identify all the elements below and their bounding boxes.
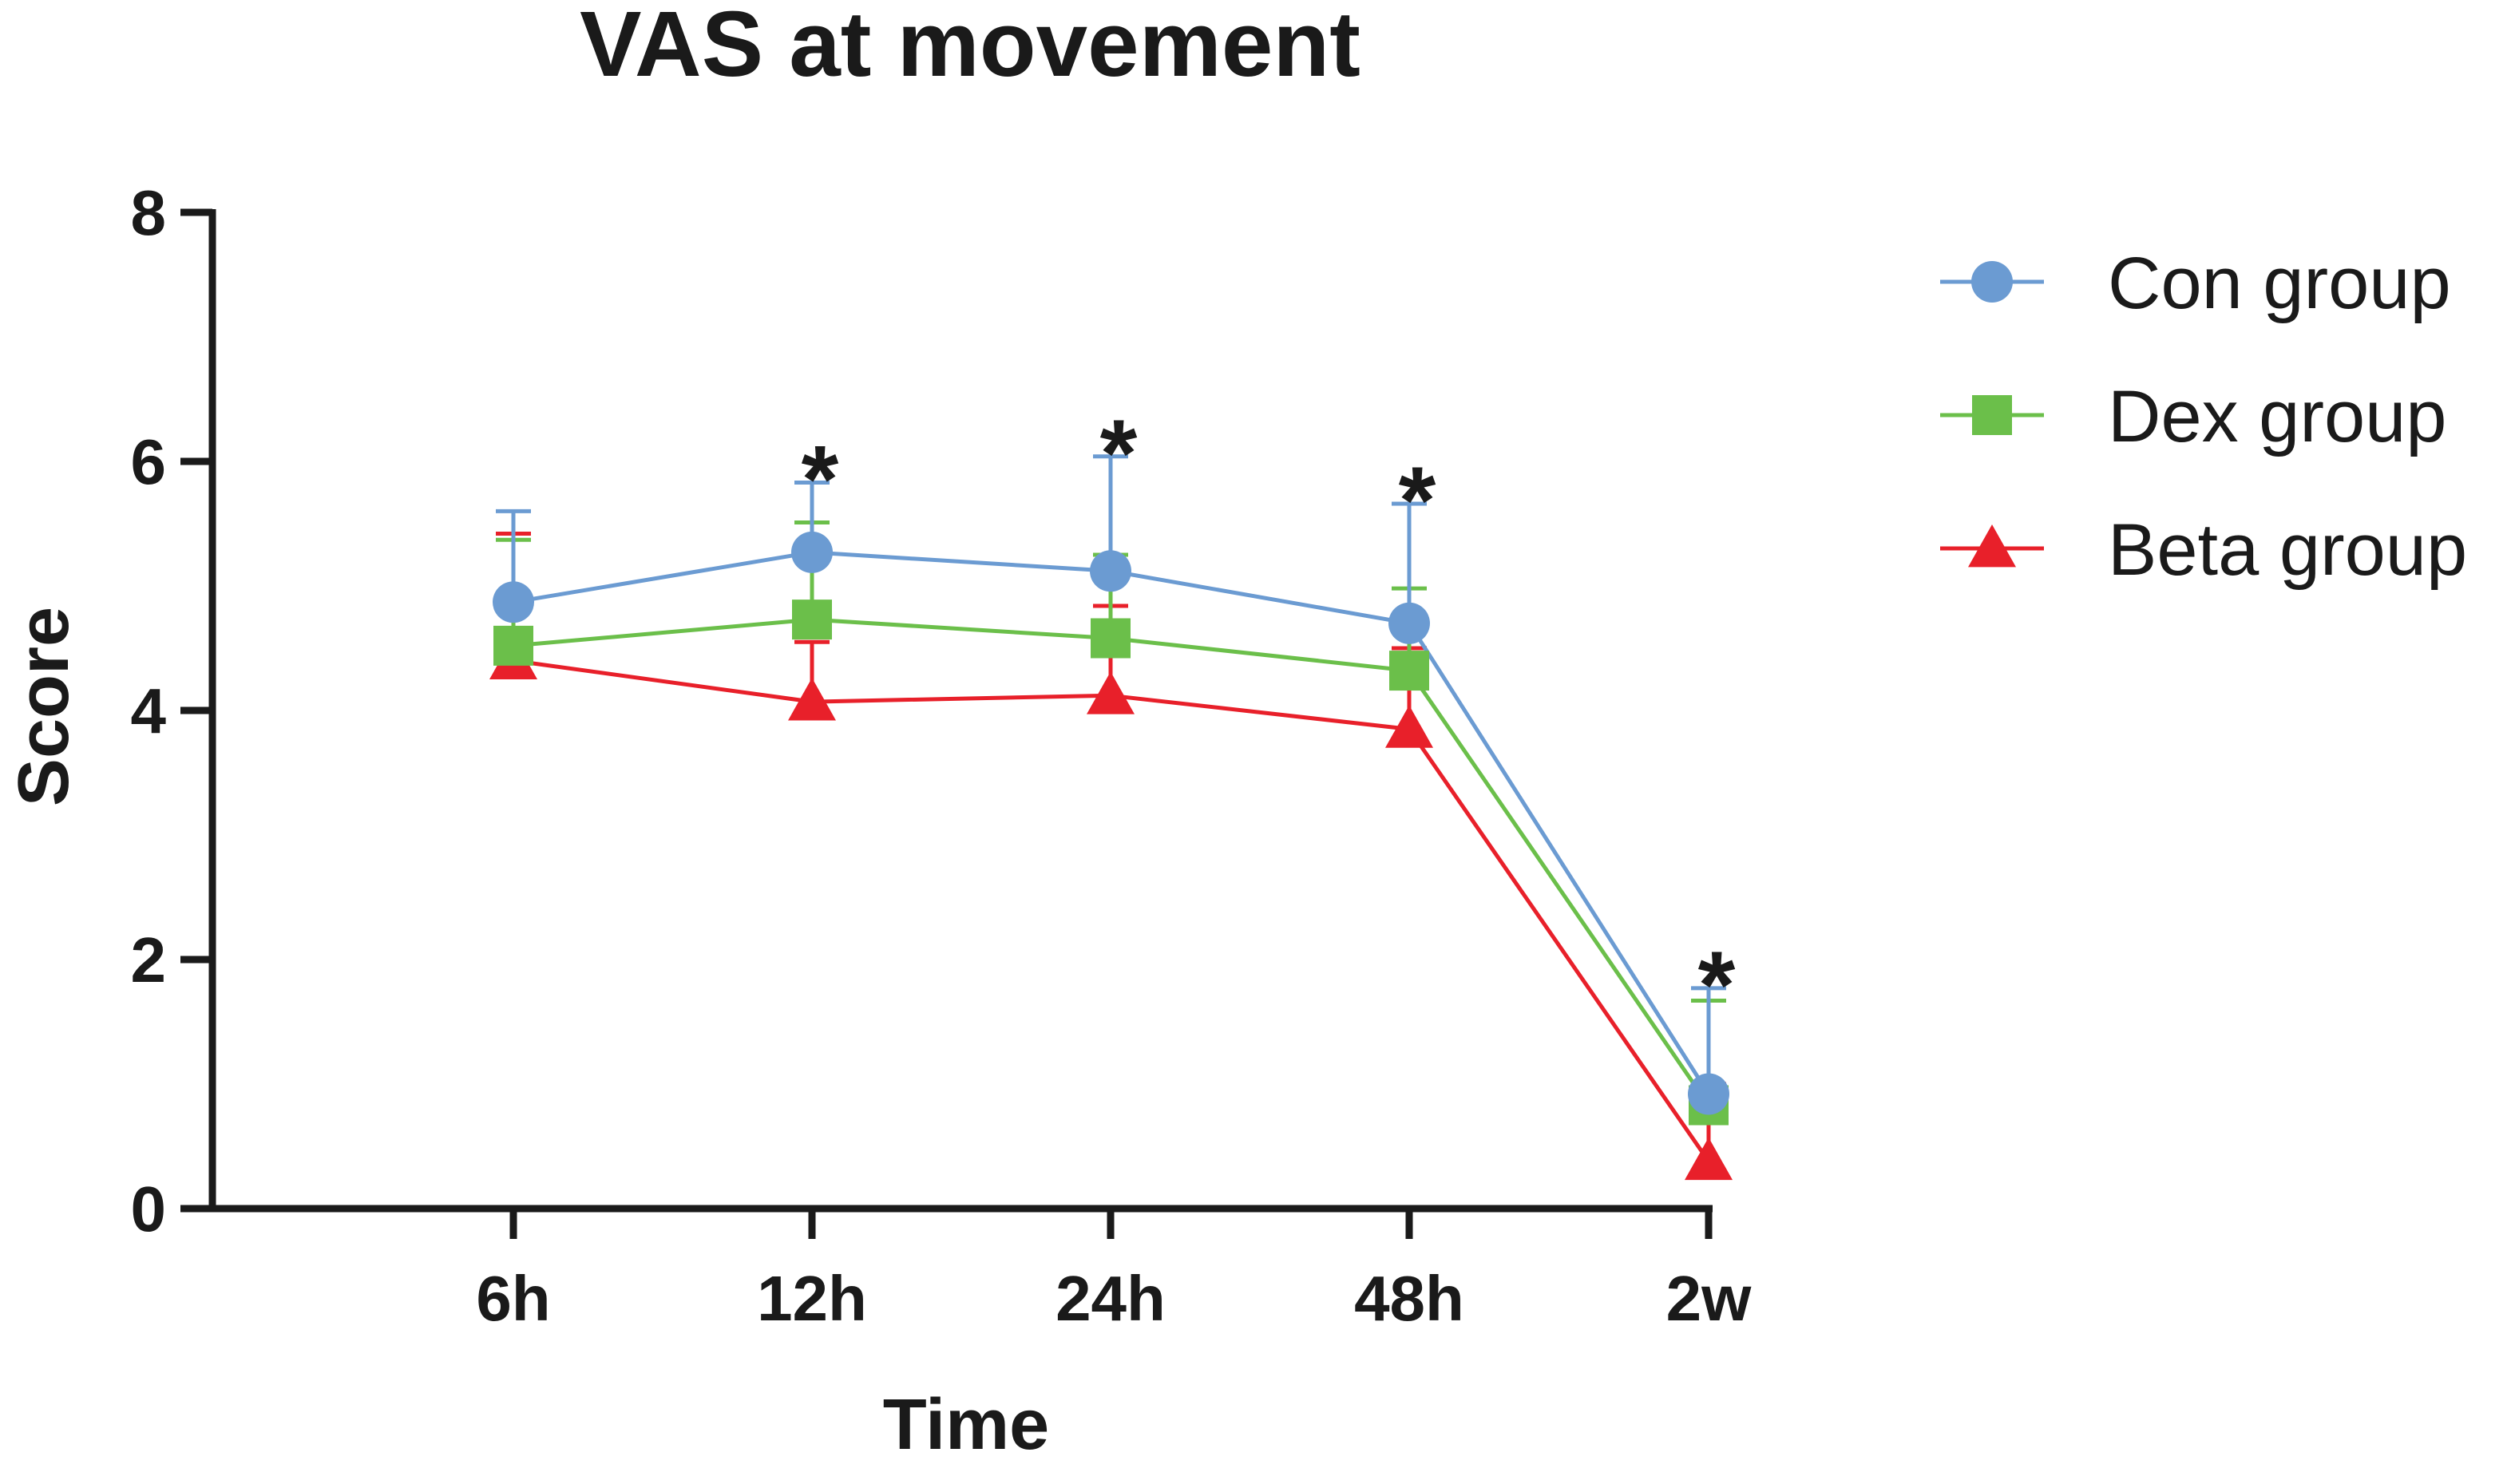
series-line-beta-group: [513, 659, 1711, 1163]
significance-annotations: * * * *: [802, 400, 1736, 1039]
data-point-square: [1091, 618, 1131, 659]
significance-asterisk: *: [1698, 932, 1736, 1039]
x-tick-label: 48h: [1354, 1263, 1464, 1334]
significance-asterisk: *: [802, 426, 839, 533]
x-tick-label: 12h: [757, 1263, 867, 1334]
legend-label: Beta group: [2108, 509, 2467, 591]
data-point-triangle: [1685, 1137, 1733, 1181]
significance-asterisk: *: [1399, 447, 1436, 554]
y-tick-label: 6: [131, 426, 167, 497]
series-markers: [489, 531, 1733, 1181]
chart-title: VAS at movement: [580, 0, 1360, 96]
x-axis-label: Time: [883, 1385, 1049, 1465]
data-point-triangle: [1385, 705, 1433, 748]
data-point-circle: [1388, 602, 1430, 644]
data-point-circle: [493, 581, 534, 623]
y-tick-label: 2: [131, 924, 167, 995]
data-point-square: [1972, 395, 2012, 435]
data-point-circle: [1688, 1073, 1729, 1115]
data-point-square: [1389, 651, 1429, 691]
data-point-circle: [791, 531, 833, 573]
data-point-triangle: [1968, 524, 2016, 568]
y-tick-label: 8: [131, 177, 167, 248]
data-point-square: [792, 600, 832, 640]
legend-label: Dex group: [2108, 376, 2446, 457]
legend-label: Con group: [2108, 243, 2451, 324]
axes: 0 2 4 6 8 6h 12h 24h 48h 2w: [131, 177, 1753, 1334]
y-tick-label: 0: [131, 1173, 167, 1245]
y-axis-label: Score: [4, 607, 84, 806]
data-point-triangle: [788, 678, 836, 721]
legend: Con group Dex group Beta group: [1940, 243, 2467, 591]
data-point-triangle: [1087, 671, 1135, 714]
data-point-circle: [1971, 261, 2013, 303]
significance-asterisk: *: [1100, 400, 1138, 507]
data-point-square: [493, 625, 533, 666]
data-point-circle: [1090, 550, 1131, 592]
x-tick-label: 6h: [476, 1263, 550, 1334]
y-tick-label: 4: [131, 675, 167, 746]
x-tick-label: 24h: [1056, 1263, 1166, 1334]
x-tick-label: 2w: [1666, 1263, 1752, 1334]
